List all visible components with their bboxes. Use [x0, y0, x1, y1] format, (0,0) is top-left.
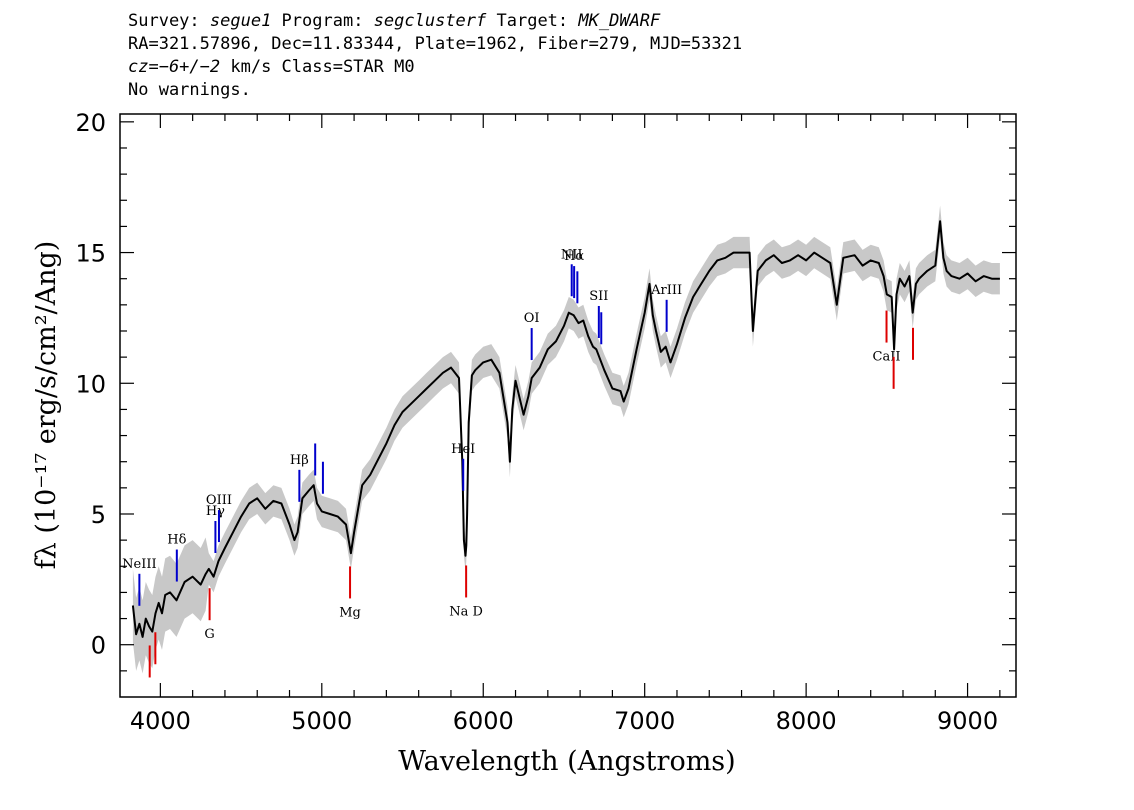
cz-value: cz=−6+/−2 [128, 57, 221, 77]
line-label-caii: CaII [873, 350, 901, 365]
line-label-h-: Hδ [167, 533, 186, 548]
survey-label: Survey: [128, 11, 210, 31]
x-tick-label: 9000 [937, 707, 998, 735]
line-label-sii: SII [589, 289, 608, 304]
program-label: Program: [271, 11, 374, 31]
line-label-neiii: NeIII [122, 557, 156, 572]
header-line-coordinates: RA=321.57896, Dec=11.83344, Plate=1962, … [128, 34, 743, 54]
spectrum-series-layer [131, 220, 1000, 638]
header-line-redshift: cz=−6+/−2 km/s Class=STAR M0 [128, 56, 1028, 79]
x-tick-label: 6000 [453, 707, 514, 735]
spectrum-header: Survey: segue1 Program: segclusterf Targ… [128, 10, 1028, 102]
target-label: Target: [486, 11, 579, 31]
y-axis-title: fλ (10⁻¹⁷ erg/s/cm²/Ang) [31, 241, 62, 570]
line-label-h-: Hβ [290, 453, 309, 468]
error-band [132, 205, 1000, 674]
y-tick-label: 5 [91, 501, 106, 529]
class-text: km/s Class=STAR M0 [220, 57, 415, 77]
x-tick-label: 7000 [614, 707, 675, 735]
target-value: MK_DWARF [578, 11, 661, 31]
y-tick-label: 0 [91, 632, 106, 660]
plot-frame [119, 113, 1017, 698]
y-tick-label: 20 [75, 109, 106, 137]
line-label-hei: HeI [451, 442, 475, 457]
line-label-oi: OI [524, 311, 540, 326]
line-label-na-d: Na D [449, 604, 483, 619]
header-line-survey: Survey: segue1 Program: segclusterf Targ… [128, 10, 1028, 33]
y-tick-label: 10 [75, 370, 106, 398]
line-label-h-: Hα [564, 249, 584, 264]
line-label-h-: Hγ [206, 504, 225, 519]
y-tick-label: 15 [75, 240, 106, 268]
line-label-g: G [204, 627, 214, 642]
line-label-oiii: OIII [206, 493, 232, 508]
error-band-layer [132, 205, 1000, 674]
spectrum-line [131, 220, 1000, 638]
axis-ticks-layer: 4000 5000 6000 7000 8000 9000 0 5 10 15 20 [75, 109, 1016, 735]
x-tick-label: 5000 [291, 707, 352, 735]
x-axis-title: Wavelength (Angstroms) [398, 746, 735, 777]
line-label-mg: Mg [339, 605, 361, 620]
header-line-warnings: No warnings. [128, 80, 251, 100]
program-value: segclusterf [373, 11, 487, 31]
x-tick-label: 8000 [776, 707, 837, 735]
survey-value: segue1 [209, 11, 272, 31]
x-tick-label: 4000 [130, 707, 191, 735]
line-label-nii: NII [561, 247, 583, 262]
line-label-ariii: ArIII [650, 283, 682, 298]
